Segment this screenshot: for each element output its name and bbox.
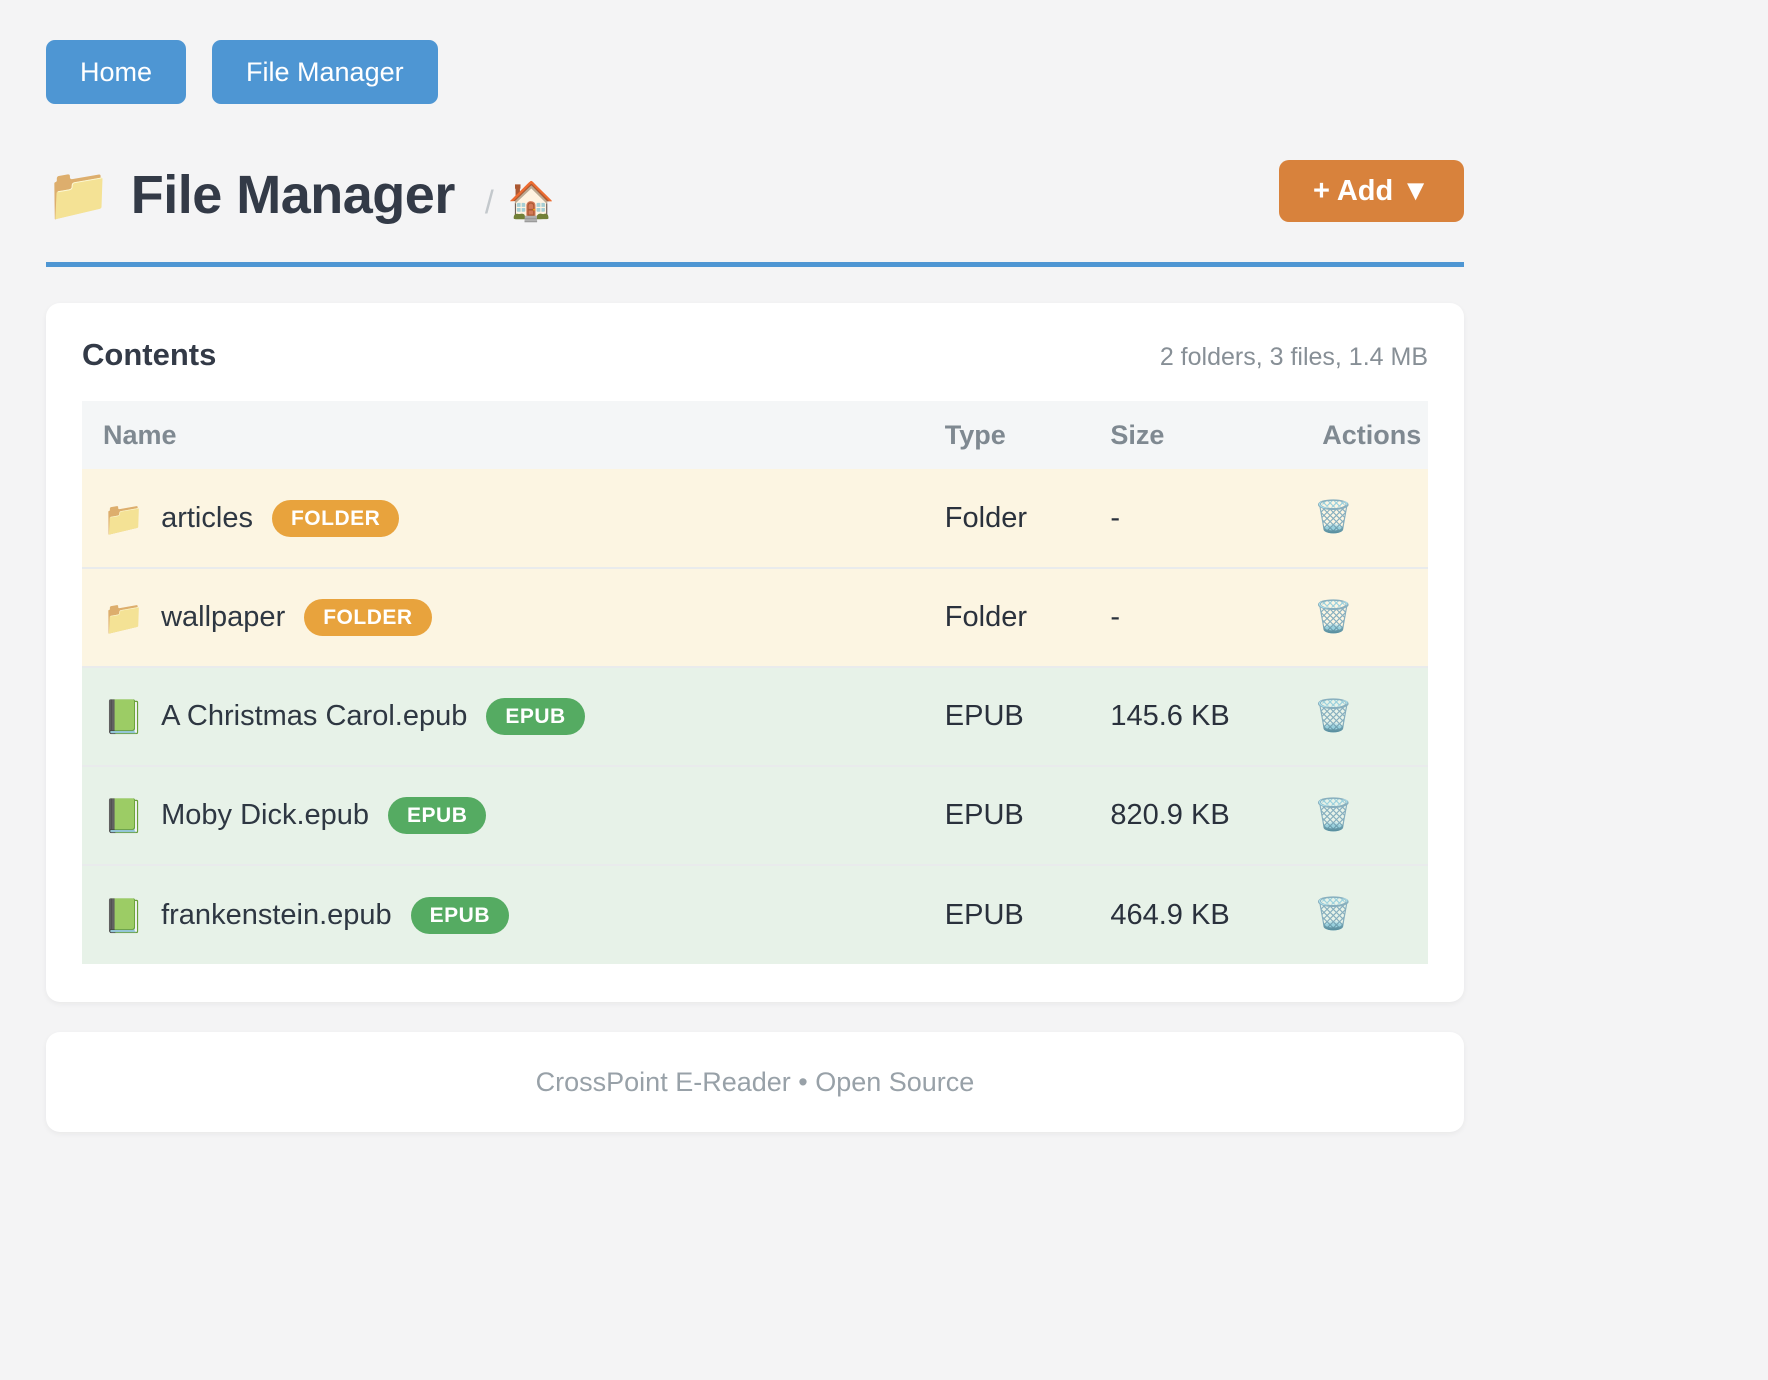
folder-badge: FOLDER [271,499,400,537]
add-dropdown-button[interactable]: + Add ▼ [1278,160,1464,222]
trash-icon[interactable]: 🗑️ [1308,799,1353,830]
table-row: 📗 A Christmas Carol.epub EPUB EPUB 145.6… [82,667,1428,766]
top-nav: Home File Manager [46,0,1464,104]
file-table: Name Type Size Actions 📁 articles FOLDER… [82,401,1428,964]
file-size: 820.9 KB [1110,799,1230,831]
page-header: 📁 File Manager / 🏠 + Add ▼ [46,160,1464,226]
file-size: 464.9 KB [1110,898,1230,931]
epub-badge: EPUB [486,698,585,735]
file-type: EPUB [944,799,1024,831]
file-size: 145.6 KB [1110,700,1230,732]
contents-summary: 2 folders, 3 files, 1.4 MB [1159,343,1428,371]
green-book-icon: 📗 [103,698,145,735]
table-row: 📁 articles FOLDER Folder - 🗑️ [82,469,1428,568]
trash-icon[interactable]: 🗑️ [1308,601,1353,632]
column-header-type: Type [944,401,1111,469]
page-title: File Manager [130,165,456,225]
column-header-name: Name [82,401,945,469]
file-name-link[interactable]: articles [161,501,253,534]
breadcrumb: / 🏠 [485,183,555,221]
trash-icon[interactable]: 🗑️ [1308,700,1353,731]
folder-icon: 📁 [103,599,145,636]
table-row: 📁 wallpaper FOLDER Folder - 🗑️ [82,568,1428,667]
file-type: EPUB [944,700,1024,732]
page-container: Home File Manager 📁 File Manager / 🏠 + A… [46,0,1464,1132]
file-type: Folder [944,601,1027,633]
file-name-link[interactable]: wallpaper [161,601,286,633]
table-row: 📗 Moby Dick.epub EPUB EPUB 820.9 KB 🗑️ [82,766,1428,865]
file-name-link[interactable]: Moby Dick.epub [161,799,370,831]
trash-icon[interactable]: 🗑️ [1308,501,1353,532]
epub-badge: EPUB [388,797,487,834]
file-name-link[interactable]: A Christmas Carol.epub [161,700,468,732]
file-size: - [1110,601,1121,633]
home-icon[interactable]: 🏠 [507,181,556,223]
file-size: - [1110,501,1121,534]
folder-badge: FOLDER [304,599,432,636]
file-manager-button[interactable]: File Manager [212,40,438,104]
contents-card: Contents 2 folders, 3 files, 1.4 MB Name… [46,303,1464,1002]
breadcrumb-separator: / [484,183,494,220]
title-wrap: 📁 File Manager [46,164,455,226]
column-header-size: Size [1110,401,1309,469]
green-book-icon: 📗 [103,896,145,934]
folder-icon: 📁 [46,166,111,224]
green-book-icon: 📗 [103,797,145,834]
contents-title: Contents [82,337,217,372]
home-button[interactable]: Home [46,40,187,104]
column-header-actions: Actions [1308,401,1428,469]
footer: CrossPoint E-Reader • Open Source [46,1032,1464,1132]
file-type: Folder [944,501,1027,534]
footer-text: CrossPoint E-Reader • Open Source [535,1066,975,1097]
table-row: 📗 frankenstein.epub EPUB EPUB 464.9 KB 🗑… [82,865,1428,964]
file-name-link[interactable]: frankenstein.epub [161,898,392,931]
file-type: EPUB [944,898,1024,931]
header-divider [46,262,1464,267]
folder-icon: 📁 [103,499,145,537]
epub-badge: EPUB [410,896,510,934]
contents-card-header: Contents 2 folders, 3 files, 1.4 MB [82,337,1428,373]
file-table-header: Name Type Size Actions [82,401,1428,469]
trash-icon[interactable]: 🗑️ [1308,898,1353,929]
